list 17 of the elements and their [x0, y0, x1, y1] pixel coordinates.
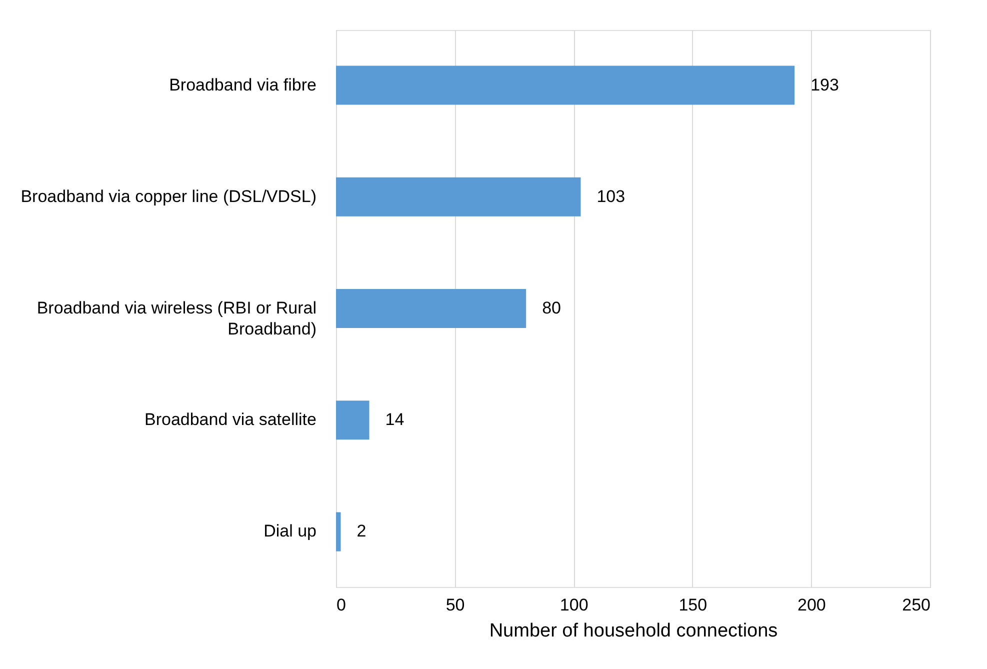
data-label: 103 — [596, 186, 626, 206]
x-tick-label: 0 — [336, 596, 346, 614]
y-tick-label: Broadband via copper line (DSL/VDSL) — [20, 186, 316, 206]
x-tick-label: 250 — [902, 596, 930, 614]
x-tick-label: 50 — [446, 596, 465, 614]
data-label: 80 — [542, 298, 561, 318]
y-tick-label: Broadband via satellite — [144, 410, 316, 430]
data-label: 14 — [385, 410, 404, 430]
y-tick-label: Dial up — [264, 522, 316, 541]
x-tick-label: 100 — [560, 596, 588, 614]
x-tick-label: 150 — [678, 596, 708, 614]
y-tick-label: Broadband via fibre — [169, 75, 316, 94]
data-label: 193 — [810, 75, 839, 94]
data-label: 2 — [356, 522, 366, 541]
x-axis-title: Number of household connections — [489, 620, 778, 642]
x-tick-label: 200 — [798, 596, 826, 614]
y-tick-label: Broadband via wireless (RBI or Rural Broadband) — [36, 298, 316, 338]
